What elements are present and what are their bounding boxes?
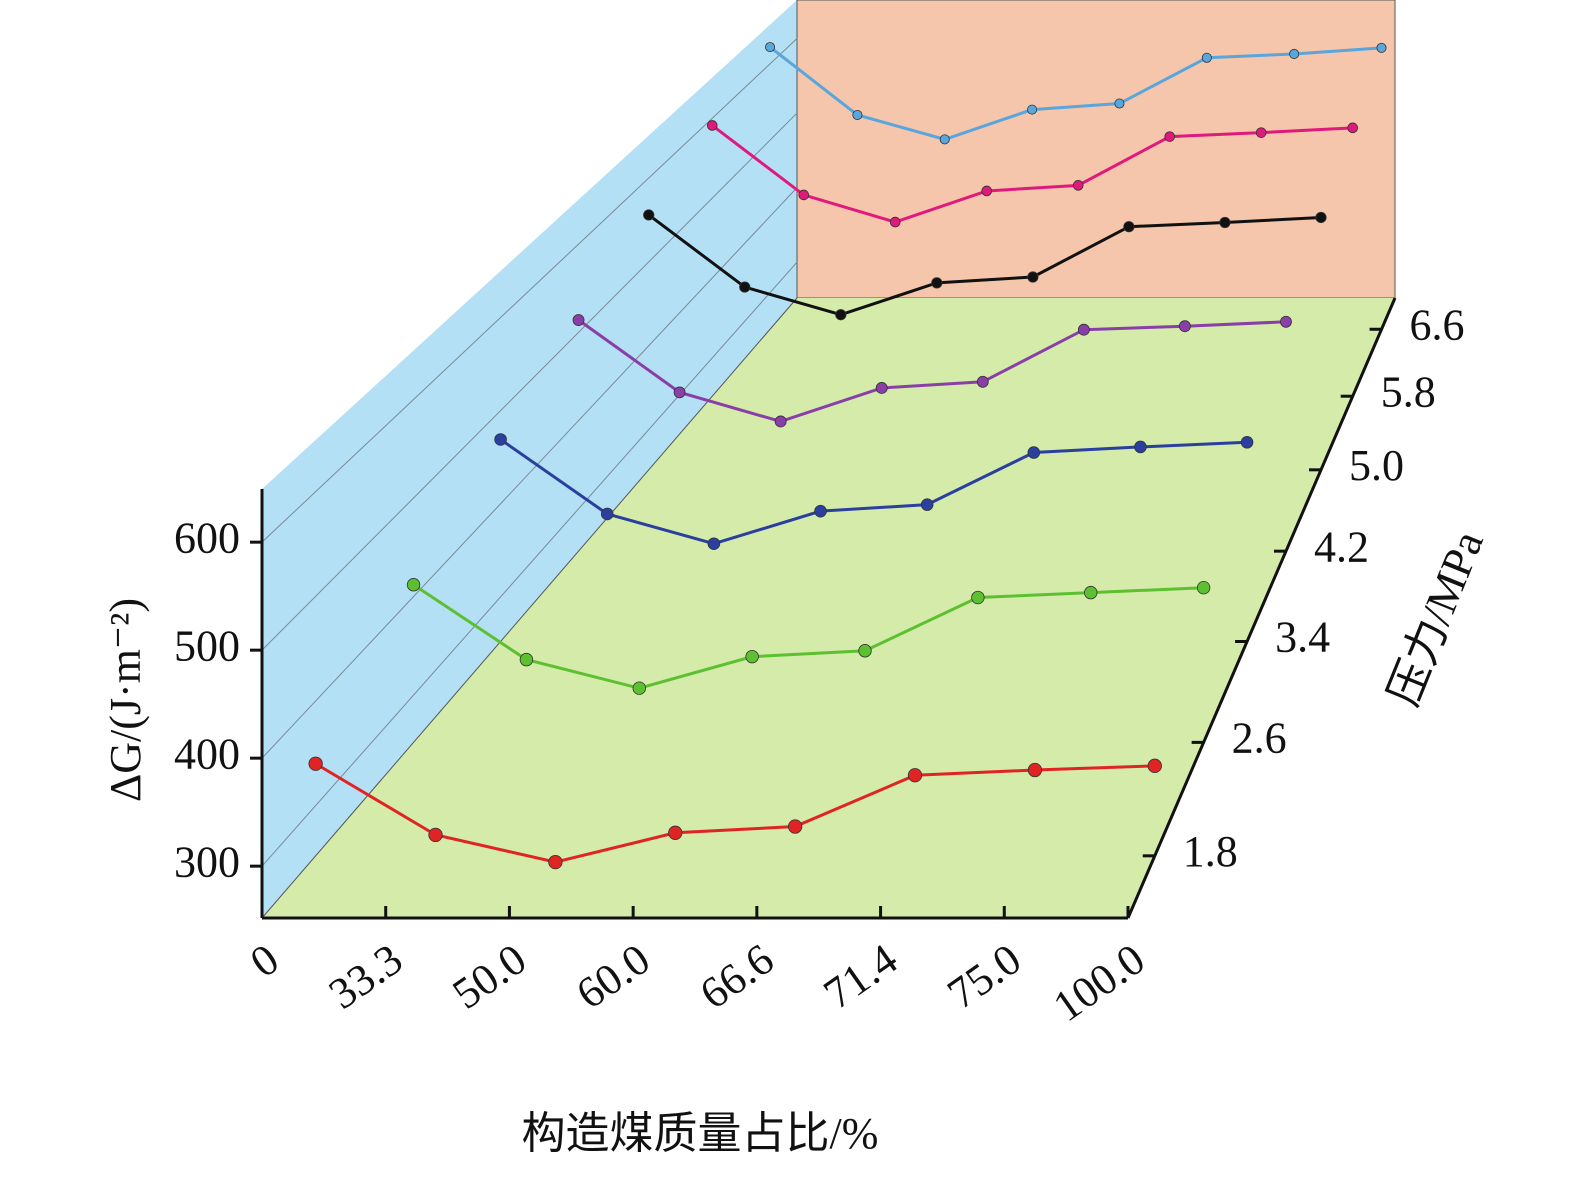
data-point [971,590,985,605]
data-point [308,756,323,771]
data-point [745,649,759,664]
data-point [1347,122,1358,134]
data-point [798,189,810,201]
data-point [939,134,950,145]
y-tick-label: 300 [174,837,240,886]
back-wall [796,0,1396,299]
x-tick-label: 75.0 [939,934,1030,1018]
data-point [774,415,787,428]
z-tick-label: 2.6 [1232,713,1287,762]
z-tick-label: 3.4 [1275,613,1330,662]
data-point [1027,104,1038,115]
data-point [852,109,863,120]
data-point [835,309,847,321]
plot [308,42,1387,870]
data-point [1072,180,1084,191]
data-point [920,498,934,511]
data-point [858,644,872,658]
data-point [1027,446,1041,459]
y-tick-label: 400 [174,729,240,778]
z-tick-label: 4.2 [1314,522,1369,571]
grid-line [261,187,798,759]
data-point [1147,758,1162,773]
series-line [412,583,1204,690]
z-tick-label: 5.0 [1349,441,1404,490]
data-point [428,827,443,843]
data-point [1289,48,1300,59]
data-point [643,209,655,221]
y-tick-label: 600 [174,513,240,562]
z-tick-label: 5.8 [1381,367,1436,416]
x-axis-title: 构造煤质量占比/% [522,1109,879,1158]
wall-grid [261,38,798,867]
data-point [494,433,507,446]
x-tick-label: 0 [241,934,287,987]
data-point [814,504,827,518]
data-point [1255,127,1267,138]
data-point [406,578,421,592]
data-point [668,825,683,840]
data-point [1114,98,1125,109]
series-line [711,124,1353,224]
z-axis [1126,297,1397,919]
data-point [1315,211,1327,224]
data-point [1178,320,1191,333]
data-point [739,281,751,293]
data-point [706,120,718,131]
data-point [1196,580,1211,595]
data-point [1280,315,1292,328]
data-point [1134,440,1147,454]
series-line [499,438,1248,546]
data-point [1084,585,1098,600]
data-point [1123,221,1135,233]
series-line [769,45,1382,141]
data-point [976,375,989,388]
data-point [1027,762,1043,778]
data-point [707,537,721,551]
data-point [673,386,686,399]
z-axis-title: 压力/MPa [1379,524,1493,712]
data-point [548,854,563,870]
x-tick-label: 50.0 [444,934,535,1018]
z-tick-label: 6.6 [1410,300,1465,349]
data-point [1164,131,1175,142]
data-point [1240,435,1254,449]
data-point [931,277,943,289]
data-point [1201,52,1212,63]
x-tick-label: 100.0 [1044,934,1153,1031]
data-point [572,314,585,326]
data-point [632,681,646,695]
x-tick-label: 60.0 [567,934,658,1018]
series-line [314,762,1155,864]
data-point [1219,216,1231,229]
x-tick-label: 66.6 [691,934,782,1018]
data-point [1077,323,1090,336]
data-point [600,507,614,521]
data-point [788,819,803,834]
grid-line [261,261,798,867]
y-tick-label: 500 [174,621,240,670]
data-point [875,382,888,394]
x-tick-label: 33.3 [320,934,411,1018]
grid-line [261,112,798,651]
y-axis-title: ΔG/(J·m⁻²) [101,598,150,802]
data-point [765,42,776,53]
data-point [907,768,923,783]
floor [262,298,1395,918]
data-point [1027,271,1039,283]
data-point [981,185,993,197]
x-tick-label: 71.4 [815,934,906,1018]
z-tick-label: 1.8 [1183,827,1238,876]
series-line [647,213,1322,317]
data-point [1376,42,1387,53]
data-point [519,652,534,667]
grid-line [261,38,798,543]
series-line [577,318,1287,424]
data-point [889,216,901,228]
